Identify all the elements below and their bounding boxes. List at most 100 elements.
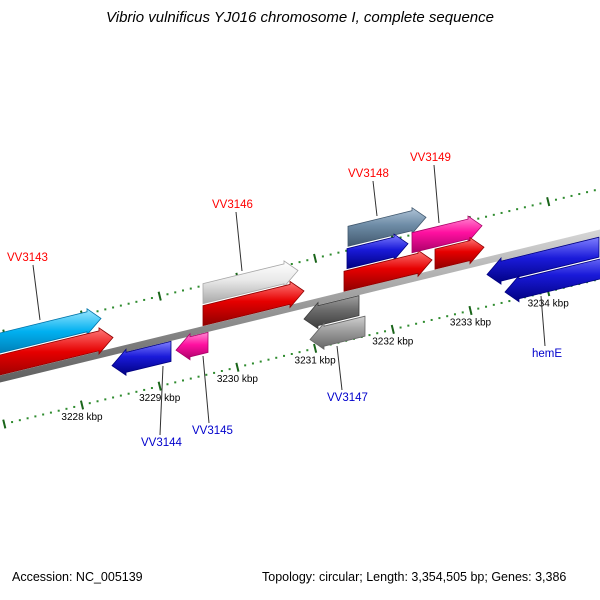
ruler-tick-major	[157, 381, 162, 391]
ruler-tick-minor	[182, 379, 185, 382]
gene-arrow[interactable]	[434, 236, 485, 270]
gene-label[interactable]: hemE	[532, 348, 562, 360]
ruler-tick-major	[390, 324, 395, 335]
ruler-tick-minor	[104, 308, 107, 311]
ruler-tick-major	[79, 400, 85, 410]
ruler-tick-minor	[197, 375, 200, 378]
ruler-tick-minor	[150, 387, 153, 390]
ruler-tick-minor	[174, 291, 177, 294]
ruler-tick-minor	[251, 362, 254, 365]
ruler-tick-minor	[228, 368, 231, 371]
ruler-tick-major	[2, 419, 7, 429]
gene-arrow[interactable]	[0, 308, 102, 359]
ruler-tick-minor	[96, 400, 99, 403]
ruler-tick-minor	[477, 217, 480, 220]
ruler-tick-minor	[18, 419, 21, 422]
ruler-tick-minor	[49, 411, 52, 414]
gene-arrow[interactable]	[346, 233, 409, 270]
gene-arrow[interactable]	[309, 315, 366, 350]
ruler-tick-minor	[112, 306, 115, 309]
ruler-tick-minor	[485, 215, 488, 218]
sequence-title: Vibrio vulnificus YJ016 chromosome I, co…	[106, 9, 494, 26]
ruler-tick-minor	[189, 287, 192, 290]
gene-arrow[interactable]	[111, 340, 172, 377]
ruler-tick-minor	[430, 318, 433, 321]
sequence-summary-text: Topology: circular; Length: 3,354,505 bp…	[262, 570, 567, 584]
ruler-tick-minor	[290, 262, 293, 265]
ruler-tick-minor	[267, 358, 270, 361]
ruler-tick-minor	[205, 373, 208, 376]
ruler-tick-minor	[562, 196, 565, 199]
ruler-tick-minor	[500, 211, 503, 214]
genome-backbone	[0, 229, 600, 383]
ruler-tick-minor	[283, 354, 286, 357]
ruler-tick-major	[468, 305, 473, 316]
ruler-tick-major	[235, 362, 240, 372]
ruler-tick-minor	[516, 208, 519, 211]
ruler-tick-minor	[112, 396, 115, 399]
ruler-tick-minor	[127, 302, 130, 305]
gene-label[interactable]: VV3147	[327, 392, 368, 404]
ruler-tick-minor	[135, 300, 138, 303]
ruler-position-label: 3231 kbp	[295, 355, 337, 366]
ruler-tick-minor	[453, 313, 456, 316]
gene-arrow[interactable]	[202, 260, 299, 305]
gene-arrow[interactable]	[411, 215, 483, 254]
ruler-tick-minor	[298, 351, 301, 354]
gene-arrow[interactable]	[0, 327, 114, 381]
gene-label[interactable]: VV3143	[7, 252, 48, 264]
ruler-tick-minor	[477, 307, 480, 310]
ruler-tick-minor	[461, 311, 464, 314]
ruler-tick-minor	[523, 206, 526, 209]
ruler-tick-minor	[415, 322, 418, 325]
ruler-tick-minor	[500, 301, 503, 304]
gene-arrow[interactable]	[202, 280, 305, 327]
ruler-tick-minor	[11, 421, 14, 424]
ruler-tick-minor	[197, 285, 200, 288]
gene-arrow[interactable]	[504, 253, 600, 303]
ruler-tick-minor	[337, 251, 340, 254]
ruler-position-label: 3230 kbp	[217, 374, 259, 385]
gene-label[interactable]: VV3144	[141, 437, 183, 449]
ruler-position-label: 3233 kbp	[450, 318, 492, 329]
ruler-tick-minor	[259, 360, 262, 363]
ruler-tick-minor	[554, 198, 557, 201]
gene-label[interactable]: VV3149	[410, 152, 451, 164]
ruler-tick-minor	[34, 415, 37, 418]
ruler-tick-minor	[593, 189, 596, 192]
ruler-position-label: 3232 kbp	[372, 336, 414, 347]
ruler-tick-minor	[485, 305, 488, 308]
ruler-tick-minor	[376, 332, 379, 335]
gene-label[interactable]: VV3146	[212, 199, 253, 211]
gene-label[interactable]: VV3145	[192, 425, 233, 437]
ruler-tick-minor	[189, 377, 192, 380]
ruler-tick-minor	[570, 194, 573, 197]
ruler-tick-minor	[290, 352, 293, 355]
ruler-tick-minor	[368, 334, 371, 337]
ruler-tick-minor	[298, 261, 301, 264]
ruler-position-label: 3234 kbp	[528, 299, 570, 310]
gene-arrow[interactable]	[303, 295, 360, 330]
ruler-tick-minor	[73, 405, 76, 408]
gene-arrow[interactable]	[347, 206, 427, 247]
ruler-tick-minor	[119, 304, 122, 307]
ruler-tick-minor	[492, 303, 495, 306]
gene-label[interactable]: VV3148	[348, 168, 389, 180]
gene-arrow[interactable]	[175, 331, 209, 361]
ruler-tick-minor	[26, 417, 29, 420]
ruler-tick-minor	[508, 210, 511, 213]
ruler-tick-minor	[143, 298, 146, 301]
ruler-tick-minor	[143, 388, 146, 391]
label-leader-line	[202, 355, 210, 424]
gene-arrow[interactable]	[343, 249, 433, 292]
gene-arrow[interactable]	[486, 236, 600, 285]
ruler-tick-minor	[531, 204, 534, 207]
ruler-tick-minor	[586, 191, 589, 194]
ruler-tick-minor	[306, 259, 309, 262]
ruler-tick-minor	[384, 330, 387, 333]
label-leader-line	[32, 264, 41, 321]
ruler-tick-minor	[166, 293, 169, 296]
accession-text: Accession: NC_005139	[12, 570, 143, 584]
ruler-tick-minor	[446, 315, 449, 318]
